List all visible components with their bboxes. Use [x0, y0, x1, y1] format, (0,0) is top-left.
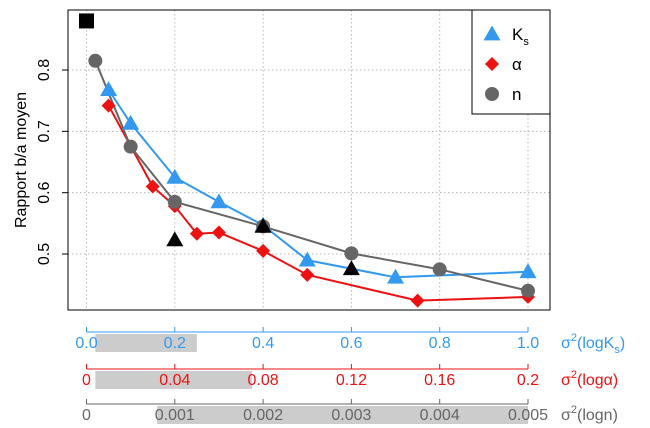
legend-marker-1 [485, 57, 499, 71]
x-tick-label-Ks: 0.6 [340, 335, 362, 352]
special-triangle-marker [254, 217, 272, 233]
special-square-marker [79, 13, 94, 29]
x-tick-label-alpha: 0.08 [248, 372, 279, 389]
x-tick-label-alpha: 0.2 [517, 372, 539, 389]
series-1-point [211, 225, 226, 240]
series-line-0 [107, 89, 529, 279]
series-1-point [300, 267, 315, 282]
series-0-point [519, 263, 537, 279]
x-axis-title-sup: 2 [571, 369, 577, 381]
legend-box [471, 9, 551, 115]
x-tick-label-n: 0.005 [508, 407, 548, 424]
legend-label-0: Ks [512, 25, 529, 48]
legend-label-sub: s [523, 36, 529, 48]
series-2-point [344, 246, 359, 261]
special-markers [79, 13, 360, 276]
x-axis-title-main: (logn) [577, 407, 618, 424]
series-2-point [521, 283, 535, 298]
x-axis-title-alpha: σ2(logα) [561, 369, 618, 389]
y-tick-label: 0.5 [36, 243, 53, 265]
x-axis-title-symbol: σ [561, 407, 571, 424]
grid [68, 10, 550, 310]
series-line-2 [94, 60, 529, 292]
series-2-point [167, 194, 182, 209]
x-axis-title-main: (logK [577, 335, 615, 352]
variance-band-Ks [95, 334, 197, 352]
x-tick-label-alpha: 0.16 [424, 372, 455, 389]
x-tick-label-Ks: 0.8 [429, 335, 451, 352]
y-axis-title: Rapport b/a moyen [13, 92, 30, 228]
legend-label-2: n [512, 85, 521, 104]
x-axis-title-main: (logα) [577, 372, 618, 389]
legend-label-text: n [512, 85, 521, 104]
x-axis-title-symbol: σ [561, 335, 571, 352]
variance-band-n [157, 406, 528, 424]
x-tick-label-Ks: 1.0 [517, 335, 539, 352]
x-tick-label-Ks: 0.4 [252, 335, 274, 352]
series-0-point [387, 268, 405, 284]
x-tick-label-Ks: 0.0 [75, 335, 97, 352]
series-0-point [122, 114, 140, 130]
x-tick-label-n: 0.002 [243, 407, 283, 424]
x-tick-label-n: 0.001 [155, 407, 195, 424]
legend-marker-0 [483, 25, 501, 41]
series-0-point [166, 168, 184, 184]
x-axis-title-Ks: σ2(logKs) [561, 332, 625, 356]
series-0-point [100, 81, 118, 97]
x-axis-title-sub: s [614, 344, 620, 356]
y-tick-label: 0.7 [36, 120, 53, 142]
legend-label-text: K [512, 25, 524, 44]
y-tick-label: 0.8 [36, 59, 53, 81]
series-0-point [210, 193, 228, 209]
x-axis-title-suffix: ) [620, 335, 625, 352]
x-tick-label-alpha: 0.12 [336, 372, 367, 389]
series-2-point [88, 53, 103, 68]
variance-band-alpha [95, 371, 253, 389]
y-tick-label: 0.6 [36, 181, 53, 203]
x-tick-label-n: 0 [82, 407, 91, 424]
x-axis-title-n: σ2(logn) [561, 404, 618, 424]
x-axis-title-sup: 2 [571, 332, 577, 344]
series-1-point [145, 179, 160, 194]
legend-label-1: α [512, 55, 522, 74]
x-axis-title-symbol: σ [561, 372, 571, 389]
series-2-point [123, 139, 138, 154]
series-1-point [410, 293, 425, 308]
series-2-point [432, 262, 447, 277]
y-axis: 0.5 0.6 0.7 0.8 [36, 59, 69, 265]
variance-bands [95, 334, 528, 424]
x-tick-label-alpha: 0.04 [159, 372, 190, 389]
series-1-point [101, 98, 116, 113]
legend-marker-2 [485, 87, 499, 101]
special-triangle-marker [166, 231, 184, 247]
x-tick-label-n: 0.004 [420, 407, 460, 424]
series-1-point [256, 243, 271, 258]
x-tick-label-alpha: 0 [82, 372, 91, 389]
x-axes: 0.0 0.2 0.4 0.6 0.8 1.0 σ2(logKs)0 0.04 0.08 0.12… [75, 327, 625, 424]
x-tick-label-Ks: 0.2 [164, 335, 186, 352]
special-triangle-marker [342, 260, 360, 276]
x-axis-title-sup: 2 [571, 404, 577, 416]
legend-label-text: α [512, 55, 522, 74]
series-points [88, 53, 537, 308]
series-1-point [189, 226, 204, 241]
series-0-point [298, 251, 316, 267]
x-tick-label-n: 0.003 [331, 407, 371, 424]
